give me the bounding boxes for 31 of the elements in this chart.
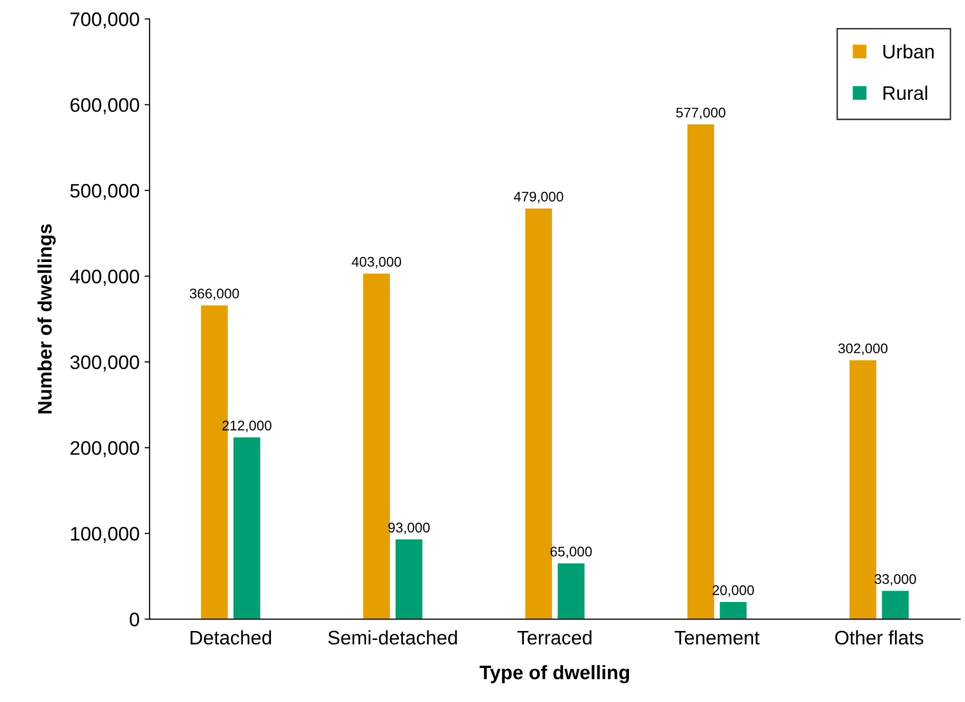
y-tick-label: 700,000 (70, 12, 140, 28)
x-tick-label: Semi-detached (328, 630, 457, 645)
bar (558, 563, 584, 620)
legend-label: Rural (884, 86, 928, 100)
legend-label: Urban (883, 44, 934, 59)
y-tick-label: 100,000 (71, 526, 140, 543)
x-tick-label: Tenement (674, 630, 760, 645)
data-label: 479,000 (514, 192, 564, 204)
bar (882, 590, 909, 620)
y-tick-label: 0 (130, 612, 140, 626)
bar (363, 274, 390, 620)
bar (850, 360, 876, 620)
x-tick-label: Other flats (835, 630, 924, 645)
bar (396, 539, 422, 620)
data-label: 302,000 (838, 343, 888, 355)
bar (687, 124, 714, 620)
x-tick-label: Detached (190, 630, 272, 645)
x-tick-label: Terraced (517, 630, 592, 645)
y-tick-label: 600,000 (70, 98, 140, 114)
data-label: 577,000 (676, 108, 726, 120)
bar (525, 208, 552, 620)
y-axis-title: Number of dwellings (37, 224, 56, 414)
data-label: 366,000 (190, 288, 239, 300)
x-axis-title: Type of dwelling (480, 665, 630, 684)
bar (720, 602, 747, 620)
y-tick-label: 400,000 (70, 270, 140, 286)
y-tick-label: 500,000 (70, 184, 140, 200)
y-tick-label: 300,000 (70, 355, 140, 372)
data-label: 403,000 (352, 256, 402, 268)
y-tick-label: 200,000 (70, 441, 140, 458)
bar (233, 437, 260, 620)
